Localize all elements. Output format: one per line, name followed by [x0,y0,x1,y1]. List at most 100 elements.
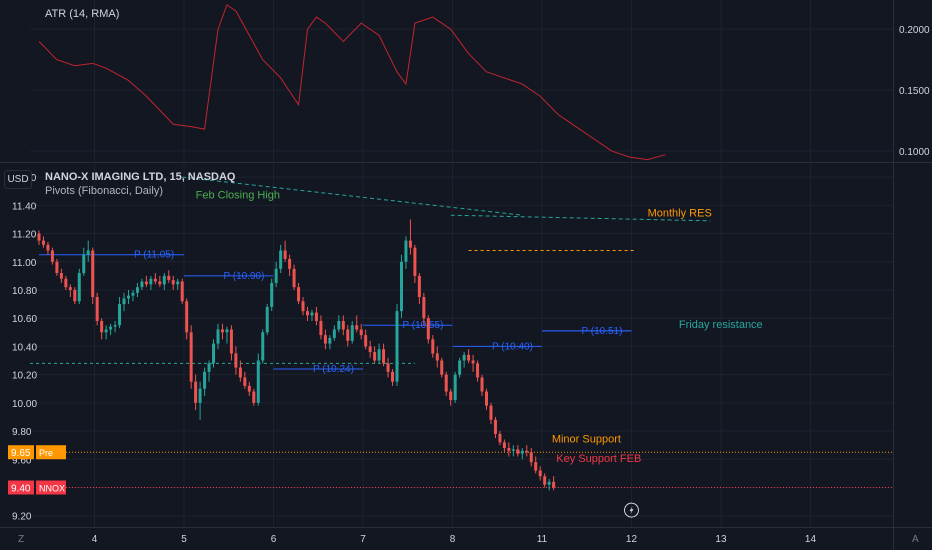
candle-body [422,297,426,319]
lightning-icon [623,502,639,518]
candle-body [189,332,193,382]
auto-scale-button[interactable]: A [912,534,919,545]
candle-body [59,273,63,279]
chart-annotation: Friday resistance [679,319,763,331]
atr-tick-label: 0.1500 [899,86,930,97]
pre-market-value-bg [8,445,34,460]
candle-body [480,377,484,392]
time-tick-label: 4 [92,534,98,545]
candle-body [37,233,41,241]
chart-annotation: Feb Closing High [196,189,280,201]
chart-annotation: Key Support FEB [556,453,641,465]
candle-body [502,442,506,448]
candle-body [529,452,533,463]
currency-button[interactable]: USD [4,170,32,189]
candle-body [328,337,332,344]
candle-body [198,388,202,403]
candle-body [458,360,462,375]
candle-body [355,325,359,330]
candle-body [332,329,336,338]
atr-indicator-title[interactable]: ATR (14, RMA) [45,8,120,20]
lightning-icon-glyph [629,506,634,515]
candle-body [104,329,108,333]
candle-body [489,405,493,420]
candle-body [158,281,162,285]
candle-body [417,275,421,298]
candle-body [82,254,86,274]
candle-body [73,289,77,302]
candle-body [323,335,327,344]
candle-body [319,321,323,336]
candle-body [68,287,72,290]
candle-body [373,352,377,361]
candle-body [534,462,538,471]
candle-body [382,349,386,364]
candle-body [212,343,216,364]
candle-body [50,250,54,262]
trendline-feb-high [182,176,523,216]
candle-body [176,281,180,285]
candle-body [516,449,520,454]
pre-market-tag: Pre [39,448,53,458]
candle-body [194,381,198,403]
candle-body [525,450,529,453]
pivot-label: P (11.05) [134,250,174,261]
price-tick-label: 11.00 [12,258,37,269]
candle-body [265,306,269,333]
candle-body [485,391,488,406]
candle-body [86,250,90,255]
candle-body [337,321,341,330]
candle-body [64,278,68,288]
pivot-label: P (10.55) [402,320,443,331]
last-price-tag-bg [36,480,66,495]
price-tick-label: 9.80 [12,427,32,438]
price-tick-label: 11.20 [12,230,37,241]
time-tick-label: 11 [537,534,548,545]
candle-body [364,335,368,347]
candle-body [306,311,309,316]
candle-body [77,273,81,302]
candle-body [118,304,122,326]
candle-body [238,367,242,378]
candle-body [408,240,412,248]
candle-body [180,281,184,302]
candle-body [462,354,466,361]
zoom-reset-button[interactable]: Z [18,534,25,545]
candle-body [547,481,551,485]
trendline-monthly-res [450,214,711,222]
candle-body [252,391,256,403]
candle-body [122,298,126,305]
candle-body [413,247,417,276]
candle-body [444,374,448,392]
last-price-value-bg [8,480,34,495]
candle-body [243,377,247,386]
candle-body [95,297,99,322]
candle-body [220,329,224,333]
pivot-indicator-title[interactable]: Pivots (Fibonacci, Daily) [45,185,163,197]
candle-body [538,470,542,477]
candle-body [341,321,345,330]
time-tick-label: 12 [626,534,638,545]
candle-body [440,360,444,375]
pivot-label: P (10.40) [492,341,533,352]
candle-body [292,268,296,288]
price-tick-label: 10.40 [12,342,37,353]
pivot-label: P (10.24) [313,364,354,375]
candle-body [399,261,403,312]
candle-body [404,240,408,262]
candle-body [113,325,117,327]
price-tick-label: 9.60 [12,455,32,466]
candle-body [135,287,139,293]
chart-annotation: Monthly RES [648,208,712,220]
price-tick-label: 10.60 [12,314,37,325]
candle-body [467,354,471,361]
candle-body [46,244,50,251]
candle-body [247,385,251,392]
candle-body [350,325,354,341]
candle-body [346,329,350,341]
candle-body [449,391,453,401]
candle-body [207,363,211,372]
candle-body [41,240,45,245]
pre-market-value: 9.65 [11,448,31,459]
